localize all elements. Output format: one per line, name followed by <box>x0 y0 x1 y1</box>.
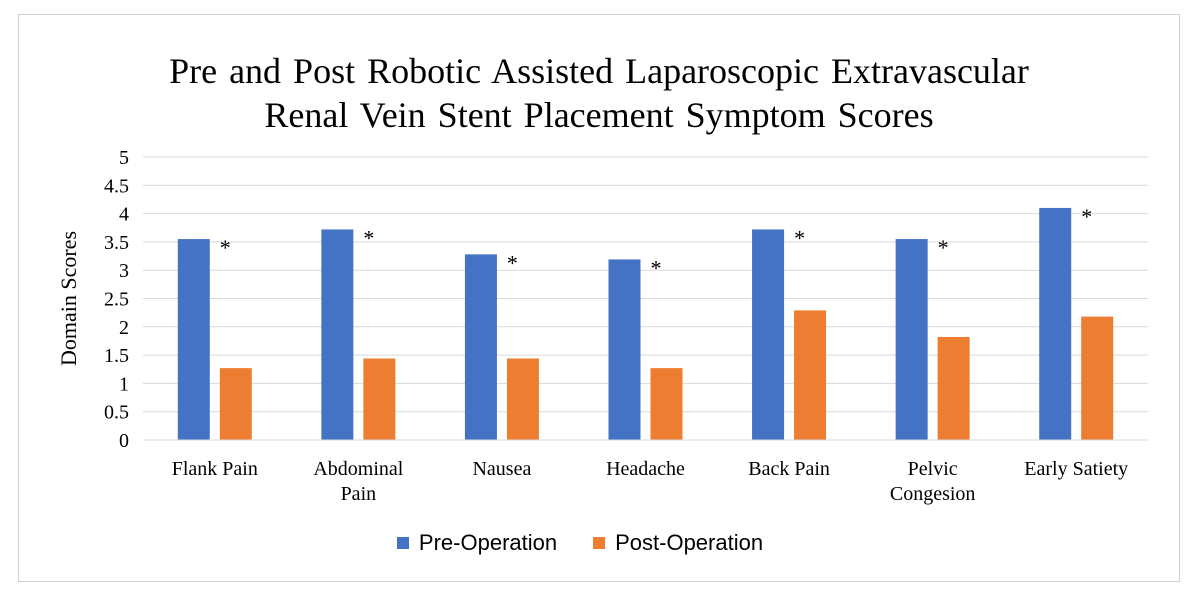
x-tick-label-line-nausea-0: Nausea <box>472 458 531 480</box>
bar-post-operation-flank-pain <box>219 368 252 440</box>
x-tick-label-flank-pain: Flank Pain <box>172 458 258 480</box>
legend-label-post-operation: Post-Operation <box>615 530 764 555</box>
bar-post-operation-back-pain <box>794 310 827 440</box>
x-tick-label-line-pelvic-congesion-0: Pelvic <box>908 458 958 480</box>
bar-pre-operation-flank-pain <box>177 239 210 440</box>
significance-marker-headache: * <box>651 255 662 280</box>
y-tick-label-7: 3.5 <box>104 232 129 254</box>
legend-label-pre-operation: Pre-Operation <box>418 530 558 555</box>
y-tick-label-10: 5 <box>119 147 129 169</box>
x-tick-label-line-early-satiety-0: Early Satiety <box>1024 458 1128 480</box>
chart-title: Pre and Post Robotic Assisted Laparoscop… <box>19 49 1179 137</box>
bar-pre-operation-nausea <box>464 254 497 440</box>
x-tick-label-nausea: Nausea <box>472 458 531 480</box>
significance-marker-flank-pain: * <box>220 235 231 260</box>
legend-item-post-operation: Post-Operation <box>593 530 763 556</box>
significance-marker-back-pain: * <box>794 225 805 250</box>
bar-pre-operation-abdominal-pain <box>321 229 354 440</box>
x-tick-label-line-abdominal-pain-1: Pain <box>341 483 377 505</box>
bar-pre-operation-headache <box>608 259 641 440</box>
y-tick-label-3: 1.5 <box>104 345 129 367</box>
y-tick-label-8: 4 <box>119 204 129 226</box>
bar-post-operation-early-satiety <box>1081 316 1114 440</box>
y-axis-label: Domain Scores <box>56 231 81 366</box>
x-tick-label-abdominal-pain: Abdominal Pain <box>313 458 403 505</box>
bar-post-operation-pelvic-congesion <box>937 336 970 440</box>
x-tick-label-pelvic-congesion: Pelvic Congesion <box>890 458 976 505</box>
x-tick-label-line-headache-0: Headache <box>606 458 685 480</box>
x-tick-label-line-pelvic-congesion-1: Congesion <box>890 483 976 505</box>
x-tick-label-early-satiety: Early Satiety <box>1024 458 1128 480</box>
legend: Pre-Operation Post-Operation <box>0 530 1160 556</box>
legend-item-pre-operation: Pre-Operation <box>396 530 558 556</box>
significance-marker-abdominal-pain: * <box>363 225 374 250</box>
chart-title-line-2: Renal Vein Stent Placement Symptom Score… <box>264 95 934 135</box>
bar-post-operation-abdominal-pain <box>363 358 396 440</box>
y-tick-label-5: 2.5 <box>104 289 129 311</box>
y-tick-label-9: 4.5 <box>104 175 129 197</box>
legend-swatch-post-operation <box>593 537 606 549</box>
y-tick-label-1: 0.5 <box>104 402 129 424</box>
bar-post-operation-headache <box>650 368 683 440</box>
bar-post-operation-nausea <box>506 358 539 440</box>
x-tick-label-headache: Headache <box>606 458 685 480</box>
bar-pre-operation-early-satiety <box>1039 207 1072 440</box>
significance-marker-nausea: * <box>507 250 518 275</box>
x-tick-label-line-back-pain-0: Back Pain <box>748 458 830 480</box>
significance-marker-early-satiety: * <box>1081 204 1092 229</box>
chart-title-line-1: Pre and Post Robotic Assisted Laparoscop… <box>169 51 1029 91</box>
y-tick-label-4: 2 <box>119 317 129 339</box>
bar-pre-operation-pelvic-congesion <box>895 239 928 440</box>
x-tick-label-line-flank-pain-0: Flank Pain <box>172 458 258 480</box>
x-tick-label-back-pain: Back Pain <box>748 458 830 480</box>
bar-pre-operation-back-pain <box>752 229 785 440</box>
x-tick-label-line-abdominal-pain-0: Abdominal <box>313 458 403 480</box>
y-tick-label-0: 0 <box>119 430 129 452</box>
legend-swatch-pre-operation <box>396 537 409 549</box>
y-tick-label-2: 1 <box>119 373 129 395</box>
significance-marker-pelvic-congesion: * <box>938 235 949 260</box>
y-tick-label-6: 3 <box>119 260 129 282</box>
